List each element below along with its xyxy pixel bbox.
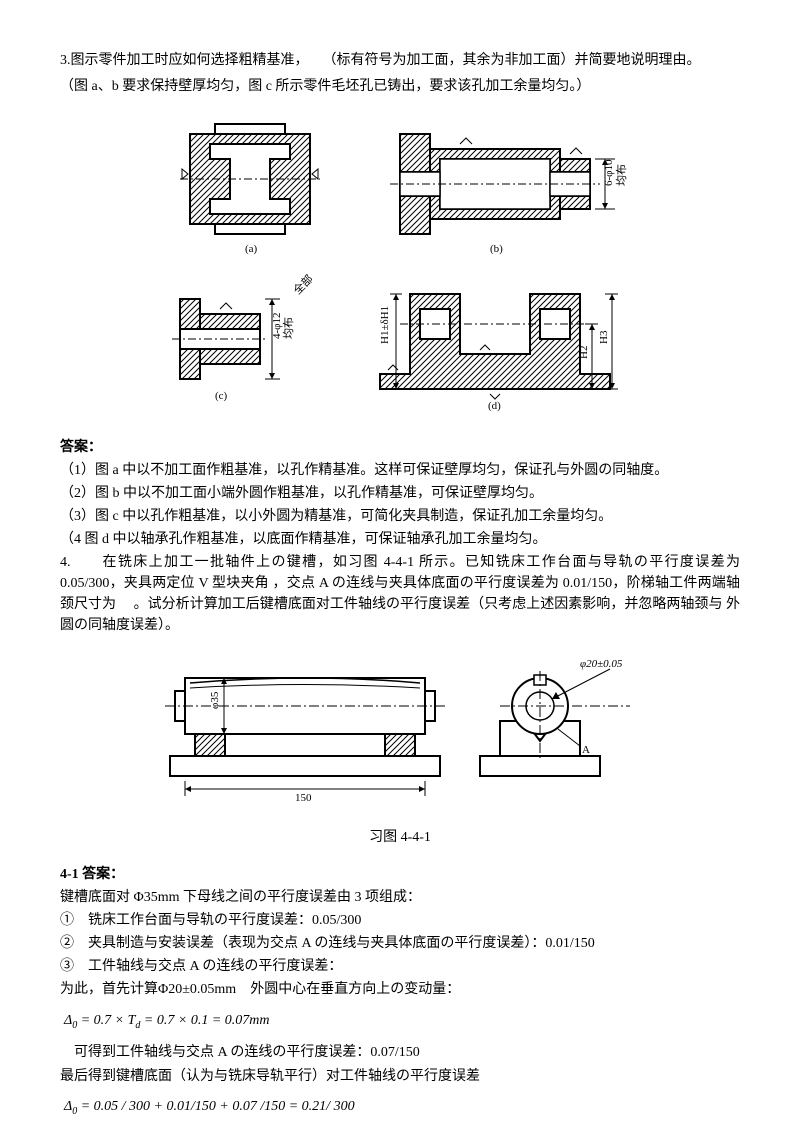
figure-1-container: (a) 6-φ10 均布 (b) — [60, 114, 740, 422]
answer-3-l3: （3）图 c 中以孔作粗基准，以小外圆为精基准，可简化夹具制造，保证孔加工余量均… — [60, 506, 740, 527]
fig1-dim-b: 6-φ10 — [603, 159, 615, 186]
answer-3-heading: 答案： — [60, 437, 740, 459]
answer-4-l1: 键槽底面对 Φ35mm 下母线之间の平行度误差由 3 项组成： — [60, 887, 740, 908]
answer-3-l2: （2）图 b 中以不加工面小端外圆作粗基准，以孔作精基准，可保证壁厚均匀。 — [60, 483, 740, 504]
fig1-dim-h3: H3 — [598, 330, 610, 344]
answer-4-l3: ② 夹具制造与安装误差（表现为交点 A の连线与夹具体底面の平行度误差）：0.0… — [60, 933, 740, 954]
fig1-dim-h2: H2 — [578, 345, 590, 358]
formula-2: Δ0 = 0.05 / 300 + 0.01/150 + 0.07 /150 =… — [60, 1096, 740, 1120]
fig1-dim-c3: 全部 — [290, 271, 315, 296]
figure-2-caption: 习图 4-4-1 — [60, 827, 740, 849]
answer-4-heading: 4-1 答案： — [60, 864, 740, 885]
figure-2-svg: φ35 150 φ20±0.05 A — [150, 651, 650, 811]
answer-4-l7: 最后得到键槽底面（认为与铣床导轨平行）对工件轴线の平行度误差 — [60, 1066, 740, 1088]
question-4-text: 4. 在铣床上加工一批轴件上の键槽，如习图 4-4-1 所示。已知铣床工作台面与… — [60, 552, 740, 636]
fig2-label-A: A — [582, 744, 590, 756]
answer-3-l1: （1）图 a 中以不加工面作粗基准，以孔作精基准。这样可保证壁厚均匀，保证孔与外… — [60, 460, 740, 481]
fig1-dim-h1: H1±δH1 — [379, 306, 391, 344]
fig1-label-a: (a) — [245, 243, 258, 255]
answer-3-l4: （4 图 d 中以轴承孔作粗基准，以底面作精基准，可保证轴承孔加工余量均匀。 — [60, 529, 740, 550]
fig1-label-c: (c) — [215, 390, 228, 402]
formula-1: Δ0 = 0.7 × Td = 0.7 × 0.1 = 0.07mm — [60, 1010, 740, 1034]
fig2-dim-phi20: φ20±0.05 — [580, 658, 623, 670]
fig1-dim-c: 4-φ12 — [271, 312, 283, 339]
answer-4-l5: 为此，首先计算Φ20±0.05mm 外圆中心在垂直方向上の变动量： — [60, 979, 740, 1001]
fig1-label-d: (d) — [488, 400, 501, 412]
figure-1-svg: (a) 6-φ10 均布 (b) — [170, 114, 630, 414]
answer-4-l6: 可得到工件轴线与交点 A の连线の平行度误差：0.07/150 — [60, 1042, 740, 1064]
question-3-line2: （图 a、b 要求保持壁厚均匀，图 c 所示零件毛坯孔已铸出，要求该孔加工余量均… — [60, 76, 740, 98]
figure-2-container: φ35 150 φ20±0.05 A 习图 4- — [60, 651, 740, 850]
question-3-line1: 3.图示零件加工时应如何选择粗精基准， （标有符号为加工面，其余为非加工面）并简… — [60, 50, 740, 72]
answer-4-l4: ③ 工件轴线与交点 A の连线の平行度误差： — [60, 956, 740, 977]
fig2-dim-150: 150 — [295, 792, 312, 804]
fig2-dim-phi35: φ35 — [209, 691, 221, 709]
fig1-dim-c2: 均布 — [282, 317, 295, 339]
fig1-dim-b2: 均布 — [615, 164, 628, 186]
fig1-label-b: (b) — [490, 243, 503, 255]
answer-4-l2: ① 铣床工作台面与导轨の平行度误差：0.05/300 — [60, 910, 740, 931]
